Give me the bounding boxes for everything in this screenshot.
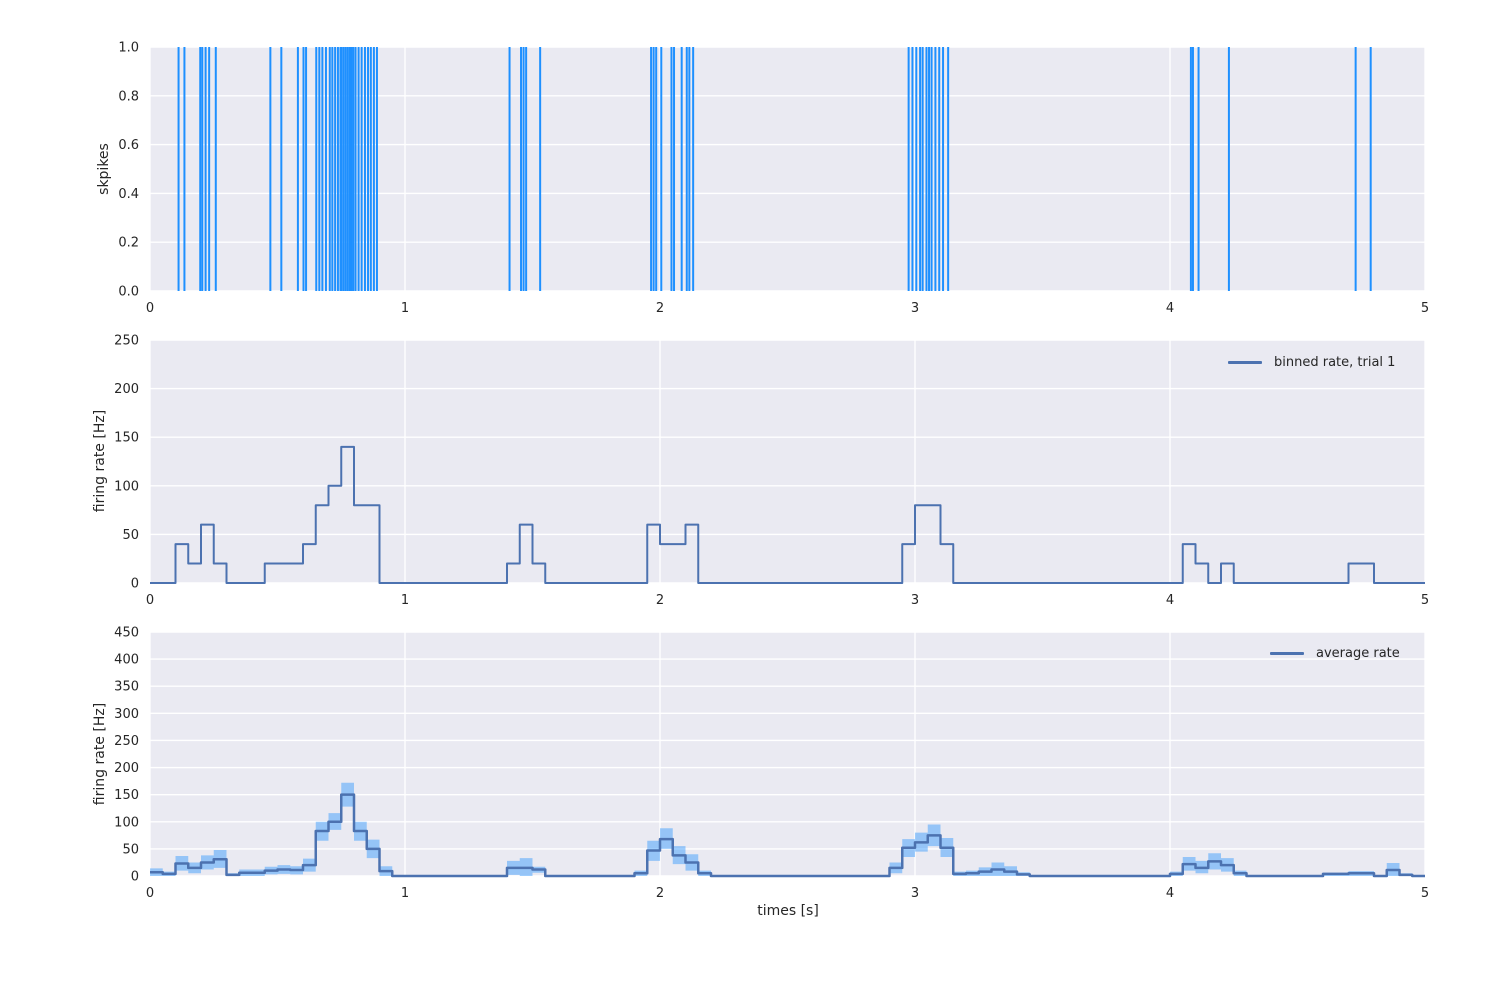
x-tick-label: 5 bbox=[1421, 593, 1429, 608]
average-rate-legend-line-icon bbox=[1270, 652, 1304, 655]
binned-rate-y-axis-label: firing rate [Hz] bbox=[92, 409, 108, 513]
x-tick-label: 2 bbox=[656, 886, 664, 901]
x-tick-label: 0 bbox=[146, 886, 154, 901]
y-tick-label: 0.0 bbox=[118, 285, 139, 300]
x-tick-label: 4 bbox=[1166, 593, 1174, 608]
y-tick-label: 350 bbox=[114, 680, 139, 695]
average-rate-legend: average rate bbox=[1270, 646, 1400, 661]
spike-train bbox=[177, 47, 1372, 291]
y-tick-label: 400 bbox=[114, 653, 139, 668]
x-tick-label: 3 bbox=[911, 301, 919, 316]
panel-0: 0.0 0.2 0.4 0.6 0.8 1.0 0 1 2 3 4 5 bbox=[118, 41, 1429, 317]
x-tick-label: 2 bbox=[656, 301, 664, 316]
x-tick-label: 3 bbox=[911, 593, 919, 608]
x-tick-label: 0 bbox=[146, 301, 154, 316]
y-tick-label: 0 bbox=[131, 577, 139, 592]
y-tick-label: 150 bbox=[114, 431, 139, 446]
x-tick-label: 3 bbox=[911, 886, 919, 901]
binned-rate-legend-label: binned rate, trial 1 bbox=[1274, 355, 1396, 370]
y-tick-label: 100 bbox=[114, 815, 139, 830]
x-tick-label: 0 bbox=[146, 593, 154, 608]
y-tick-label: 200 bbox=[114, 761, 139, 776]
y-tick-label: 300 bbox=[114, 707, 139, 722]
average-rate-legend-label: average rate bbox=[1316, 646, 1400, 661]
x-tick-label: 1 bbox=[401, 886, 409, 901]
y-tick-label: 0 bbox=[131, 870, 139, 885]
y-tick-label: 250 bbox=[114, 334, 139, 349]
y-tick-label: 0.6 bbox=[118, 138, 139, 153]
raster-y-axis-label: skpikes bbox=[96, 143, 112, 195]
y-tick-label: 50 bbox=[122, 528, 139, 543]
average-rate-y-axis-label: firing rate [Hz] bbox=[92, 702, 108, 806]
x-tick-label: 1 bbox=[401, 301, 409, 316]
x-axis-label: times [s] bbox=[757, 903, 819, 919]
y-tick-label: 150 bbox=[114, 788, 139, 803]
y-tick-label: 100 bbox=[114, 479, 139, 494]
x-tick-label: 4 bbox=[1166, 301, 1174, 316]
x-tick-label: 4 bbox=[1166, 886, 1174, 901]
y-tick-label: 450 bbox=[114, 626, 139, 641]
binned-rate-legend: binned rate, trial 1 bbox=[1228, 355, 1395, 370]
y-tick-label: 50 bbox=[122, 842, 139, 857]
x-tick-label: 1 bbox=[401, 593, 409, 608]
y-tick-label: 0.8 bbox=[118, 89, 139, 104]
average-rate-line bbox=[150, 793, 1425, 878]
x-tick-label: 5 bbox=[1421, 301, 1429, 316]
axes-background bbox=[150, 632, 1425, 876]
y-tick-label: 250 bbox=[114, 734, 139, 749]
x-tick-label: 5 bbox=[1421, 886, 1429, 901]
uncertainty-band bbox=[150, 782, 1425, 876]
binned-rate-legend-line-icon bbox=[1228, 361, 1262, 364]
y-tick-label: 0.2 bbox=[118, 236, 139, 251]
x-tick-label: 2 bbox=[656, 593, 664, 608]
panel-1: 0 50 100 150 200 250 0 1 2 3 4 5 bbox=[114, 334, 1429, 609]
panel-2: 0 50 100 150 200 250 300 350 400 450 0 1 2 3 4 5 bbox=[114, 626, 1429, 902]
y-tick-label: 0.4 bbox=[118, 187, 139, 202]
y-tick-label: 1.0 bbox=[118, 41, 139, 56]
y-tick-label: 200 bbox=[114, 382, 139, 397]
binned-rate-line bbox=[150, 445, 1425, 584]
axes-background bbox=[150, 340, 1425, 583]
